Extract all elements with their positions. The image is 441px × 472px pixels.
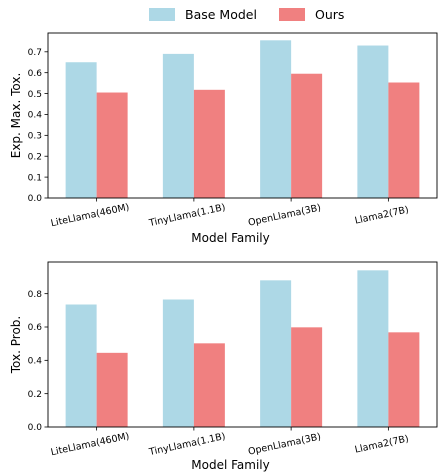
bar-ours-2 bbox=[291, 327, 323, 427]
y-tick-label: 0.7 bbox=[28, 48, 42, 58]
chart-panel-tox-prob: LiteLlama(460M) TinyLlama(1.1B) OpenLlama(… bbox=[9, 261, 438, 472]
bar-base-model-2 bbox=[260, 280, 292, 427]
y-tick-label: 0.8 bbox=[28, 290, 43, 300]
y-tick-label: 0.1 bbox=[28, 173, 42, 183]
y-tick-label: 0.2 bbox=[28, 390, 42, 400]
legend: Base Model Ours bbox=[149, 7, 344, 22]
x-tick-label: OpenLlama(3B) bbox=[247, 431, 322, 457]
legend-label-base-model: Base Model bbox=[185, 7, 257, 22]
bar-base-model-1 bbox=[162, 299, 194, 427]
x-axis-title: Model Family bbox=[191, 458, 269, 472]
y-tick-label: 0.5 bbox=[28, 90, 42, 100]
bar-base-model-3 bbox=[357, 45, 389, 198]
y-tick-label: 0.0 bbox=[28, 423, 43, 433]
y-tick-label: 0.4 bbox=[28, 357, 43, 367]
y-axis-title: Tox. Prob. bbox=[9, 316, 23, 374]
legend-swatch-ours bbox=[279, 8, 305, 21]
bar-base-model-2 bbox=[260, 40, 292, 199]
y-tick-label: 0.3 bbox=[28, 132, 42, 142]
bar-ours-1 bbox=[193, 343, 225, 427]
x-tick-label: Llama2(7B) bbox=[354, 204, 410, 226]
y-axis-title: Exp. Max. Tox. bbox=[9, 73, 23, 159]
y-tick-label: 0.6 bbox=[28, 69, 43, 79]
bar-ours-3 bbox=[388, 332, 420, 427]
bar-ours-0 bbox=[96, 92, 128, 198]
x-tick-label: OpenLlama(3B) bbox=[247, 202, 322, 228]
x-tick-label: LiteLlama(460M) bbox=[50, 202, 131, 229]
y-tick-label: 0.2 bbox=[28, 152, 42, 162]
axes-frame bbox=[47, 32, 438, 199]
x-tick-label: Llama2(7B) bbox=[354, 433, 410, 455]
y-tick-label: 0.6 bbox=[28, 323, 43, 333]
bar-ours-0 bbox=[96, 352, 128, 427]
bar-base-model-0 bbox=[65, 304, 97, 427]
legend-swatch-base-model bbox=[149, 8, 175, 21]
x-tick-label: LiteLlama(460M) bbox=[50, 431, 131, 458]
chart-panel-exp-max-tox: LiteLlama(460M) TinyLlama(1.1B) OpenLlama(… bbox=[9, 32, 438, 245]
x-tick-label: TinyLlama(1.1B) bbox=[147, 431, 226, 458]
bar-ours-2 bbox=[291, 73, 323, 198]
x-tick-label: TinyLlama(1.1B) bbox=[147, 202, 226, 229]
bar-base-model-3 bbox=[357, 270, 389, 427]
axes-frame bbox=[47, 261, 438, 428]
bar-ours-1 bbox=[193, 89, 225, 198]
bar-base-model-1 bbox=[162, 53, 194, 198]
x-axis-title: Model Family bbox=[191, 231, 269, 245]
y-tick-label: 0.0 bbox=[28, 194, 43, 204]
bar-ours-3 bbox=[388, 82, 420, 198]
y-tick-label: 0.4 bbox=[28, 111, 43, 121]
legend-label-ours: Ours bbox=[315, 7, 344, 22]
bar-base-model-0 bbox=[65, 62, 97, 198]
